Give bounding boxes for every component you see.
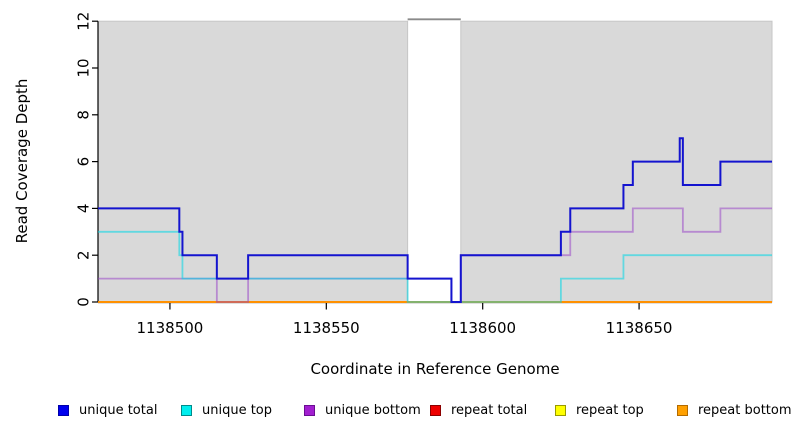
legend-swatch-unique-bottom — [304, 404, 315, 416]
legend-item-unique-top: unique top — [181, 399, 272, 421]
legend-label: repeat total — [451, 402, 528, 418]
legend-label: unique top — [202, 402, 273, 418]
legend-swatch-repeat-top — [555, 404, 566, 416]
x-tick-label: 1138500 — [137, 319, 204, 337]
y-tick-label: 2 — [75, 250, 93, 260]
x-tick-label: 1138650 — [606, 319, 673, 337]
legend-item-unique-bottom: unique bottom — [304, 399, 421, 421]
legend-item-repeat-top: repeat top — [555, 399, 644, 421]
region-rect — [97, 20, 409, 303]
series-line-unique-total — [98, 137, 772, 303]
y-tick-label: 4 — [75, 204, 93, 214]
y-tick-label: 8 — [75, 110, 93, 120]
x-axis-title: Coordinate in Reference Genome — [310, 360, 559, 378]
legend-swatch-repeat-bottom — [677, 404, 688, 416]
legend-label: repeat top — [576, 402, 644, 418]
x-tick-label: 1138600 — [449, 319, 516, 337]
legend-swatch-repeat-total — [430, 404, 441, 416]
y-tick-label: 6 — [75, 157, 93, 167]
x-tick-label: 1138550 — [293, 319, 360, 337]
series-line-unique-top — [98, 230, 772, 303]
legend-label: repeat bottom — [698, 402, 792, 418]
legend-label: unique total — [79, 402, 158, 418]
y-tick-label: 12 — [75, 12, 93, 31]
y-axis-title: Read Coverage Depth — [13, 79, 31, 244]
legend-swatch-unique-top — [181, 404, 192, 416]
legend-swatch-unique-total — [58, 404, 69, 416]
series-lines — [98, 137, 772, 303]
legend-item-repeat-bottom: repeat bottom — [677, 399, 792, 421]
y-tick-label: 10 — [75, 58, 93, 77]
legend-item-unique-total: unique total — [58, 399, 157, 421]
y-tick-label: 0 — [75, 297, 93, 307]
legend-label: unique bottom — [325, 402, 421, 418]
legend-item-repeat-total: repeat total — [430, 399, 527, 421]
legend: unique total unique top unique bottom repea… — [0, 399, 792, 423]
